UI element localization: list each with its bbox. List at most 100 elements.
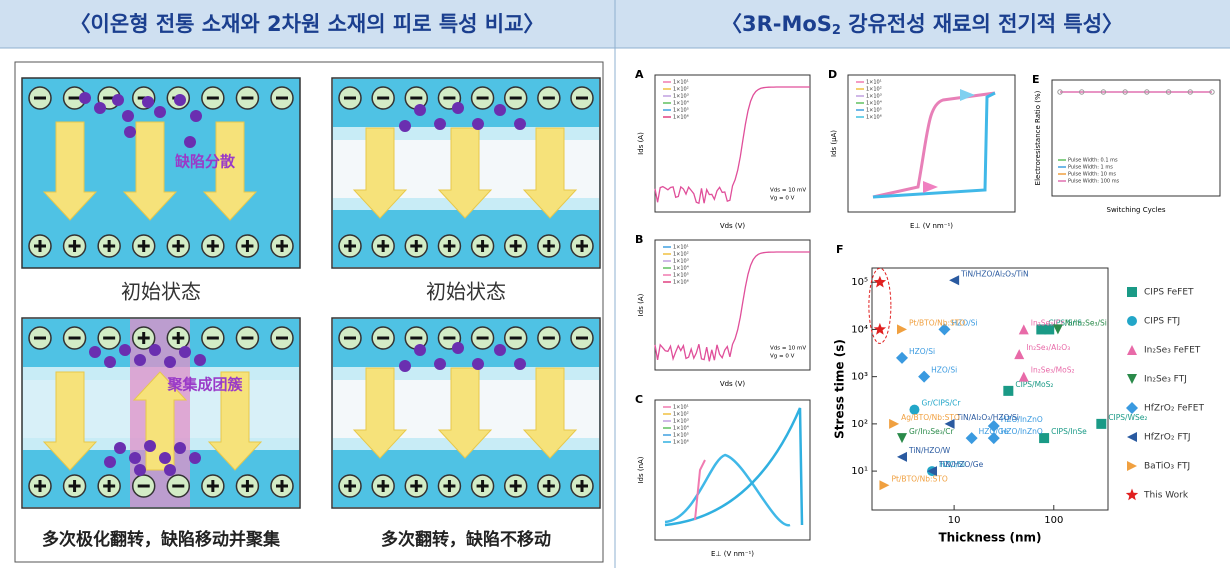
y-tick-label: 10¹ <box>851 466 868 477</box>
legend-entry: 1×10² <box>866 87 882 93</box>
legend-entry: 1×10⁶ <box>673 440 689 446</box>
defect <box>452 342 464 354</box>
axis-label: E⊥ (V nm⁻¹) <box>910 222 953 230</box>
x-tick-label: 10 <box>948 515 961 526</box>
point-label: TiN/HZO/Al₂O₃/TiN <box>960 269 1028 278</box>
defect <box>184 136 196 148</box>
note: Vds = 10 mV <box>770 188 806 194</box>
legend-entry: 1×10⁴ <box>673 101 689 107</box>
defect <box>122 110 134 122</box>
point-label: In₂Se₃/Al₂O₃ <box>1026 343 1070 352</box>
defect <box>79 92 91 104</box>
defect <box>174 442 186 454</box>
defect <box>112 94 124 106</box>
axis-label: Ids (A) <box>637 132 645 155</box>
defect <box>174 94 186 106</box>
defect <box>434 358 446 370</box>
left-title: 〈이온형 전통 소재와 2차원 소재의 피로 특성 비교〉 <box>70 12 545 36</box>
legend-entry: 1×10¹ <box>866 80 882 86</box>
defect <box>154 106 166 118</box>
point <box>1127 287 1137 297</box>
state-label: 初始状态 <box>121 280 201 304</box>
legend-entry: BaTiO₃ FTJ <box>1144 462 1190 472</box>
panel-letter: C <box>635 393 643 406</box>
state-label: 初始状态 <box>426 280 506 304</box>
legend-entry: In₂Se₃ FTJ <box>1144 375 1187 385</box>
axis-label: Ids (A) <box>637 293 645 316</box>
point <box>1127 432 1137 442</box>
legend-entry: This Work <box>1143 491 1189 501</box>
y-tick-label: 10² <box>851 419 868 430</box>
defect <box>149 344 161 356</box>
panel-letter: D <box>828 68 837 81</box>
defect <box>190 110 202 122</box>
defect <box>119 344 131 356</box>
y-tick-label: 10⁴ <box>851 324 868 335</box>
point-label: HZO/Si <box>931 366 957 375</box>
note: Vg = 0 V <box>770 354 795 360</box>
legend-entry: 1×10⁵ <box>673 433 689 439</box>
legend-entry: 1×10¹ <box>673 405 689 411</box>
band <box>333 450 599 507</box>
legend-entry: CIPS FTJ <box>1144 317 1180 327</box>
legend-entry: 1×10² <box>673 87 689 93</box>
legend-entry: Pulse Width: 0.1 ms <box>1068 158 1118 164</box>
legend-entry: 1×10⁵ <box>673 108 689 114</box>
defect <box>144 440 156 452</box>
legend-entry: In₂Se₃ FeFET <box>1144 346 1201 356</box>
title-part: 강유전성 재료의 전기적 특성〉 <box>841 12 1123 36</box>
note: Vds = 10 mV <box>770 346 806 352</box>
legend-entry: 1×10⁶ <box>866 115 882 121</box>
defect <box>194 354 206 366</box>
point <box>1096 419 1106 429</box>
defect <box>114 442 126 454</box>
panel-letter: E <box>1032 73 1040 86</box>
point-label: CIPS/WSe₂ <box>1108 413 1147 422</box>
axis-label: Ids (μA) <box>830 130 838 157</box>
legend-entry: 1×10¹ <box>673 80 689 86</box>
point-label: Pt/BTO/Nb:STO <box>909 318 965 327</box>
point <box>1127 374 1137 384</box>
defect <box>414 104 426 116</box>
panel-letter: A <box>635 68 644 81</box>
defect <box>94 102 106 114</box>
defect <box>159 452 171 464</box>
defect <box>164 464 176 476</box>
title-subscript: 2 <box>832 23 841 38</box>
point-label: HZO/Ge <box>979 427 1009 436</box>
legend-entry: Pulse Width: 100 ms <box>1068 179 1120 185</box>
legend-entry: Pulse Width: 10 ms <box>1068 172 1116 178</box>
defect <box>134 354 146 366</box>
x-axis-label: Thickness (nm) <box>938 531 1041 545</box>
defect <box>142 96 154 108</box>
point-label: Gr/In₂Se₃/Cr <box>909 427 955 436</box>
x-tick-label: 100 <box>1044 515 1063 526</box>
panel-letter: B <box>635 233 643 246</box>
axis-label: Vds (V) <box>720 380 746 388</box>
y-tick-label: 10³ <box>851 372 868 383</box>
caption: 多次翻转，缺陷不移动 <box>381 529 551 550</box>
defect <box>514 118 526 130</box>
legend-entry: 1×10² <box>673 412 689 418</box>
defect <box>104 456 116 468</box>
defect <box>472 358 484 370</box>
legend-entry: 1×10⁶ <box>673 280 689 286</box>
defect <box>434 118 446 130</box>
legend-entry: HfZrO₂ FeFET <box>1144 404 1204 414</box>
defect <box>514 358 526 370</box>
cluster-label: 聚集成团簇 <box>166 376 243 394</box>
defect <box>452 102 464 114</box>
legend-entry: 1×10³ <box>866 94 882 100</box>
defect <box>189 452 201 464</box>
defect <box>179 346 191 358</box>
point-label: HZO/Si <box>909 347 935 356</box>
legend-entry: 1×10³ <box>673 259 689 265</box>
axis-label: Ids (nA) <box>637 456 645 483</box>
y-tick-label: 10⁵ <box>851 277 868 288</box>
legend-entry: 1×10² <box>673 252 689 258</box>
point-label: Gr/CIPS/Cr <box>921 399 961 408</box>
right-title: 〈3R-MoS2 강유전성 재료의 전기적 특성〉 <box>721 12 1123 38</box>
point <box>1127 345 1137 355</box>
defect <box>164 356 176 368</box>
defect <box>494 344 506 356</box>
